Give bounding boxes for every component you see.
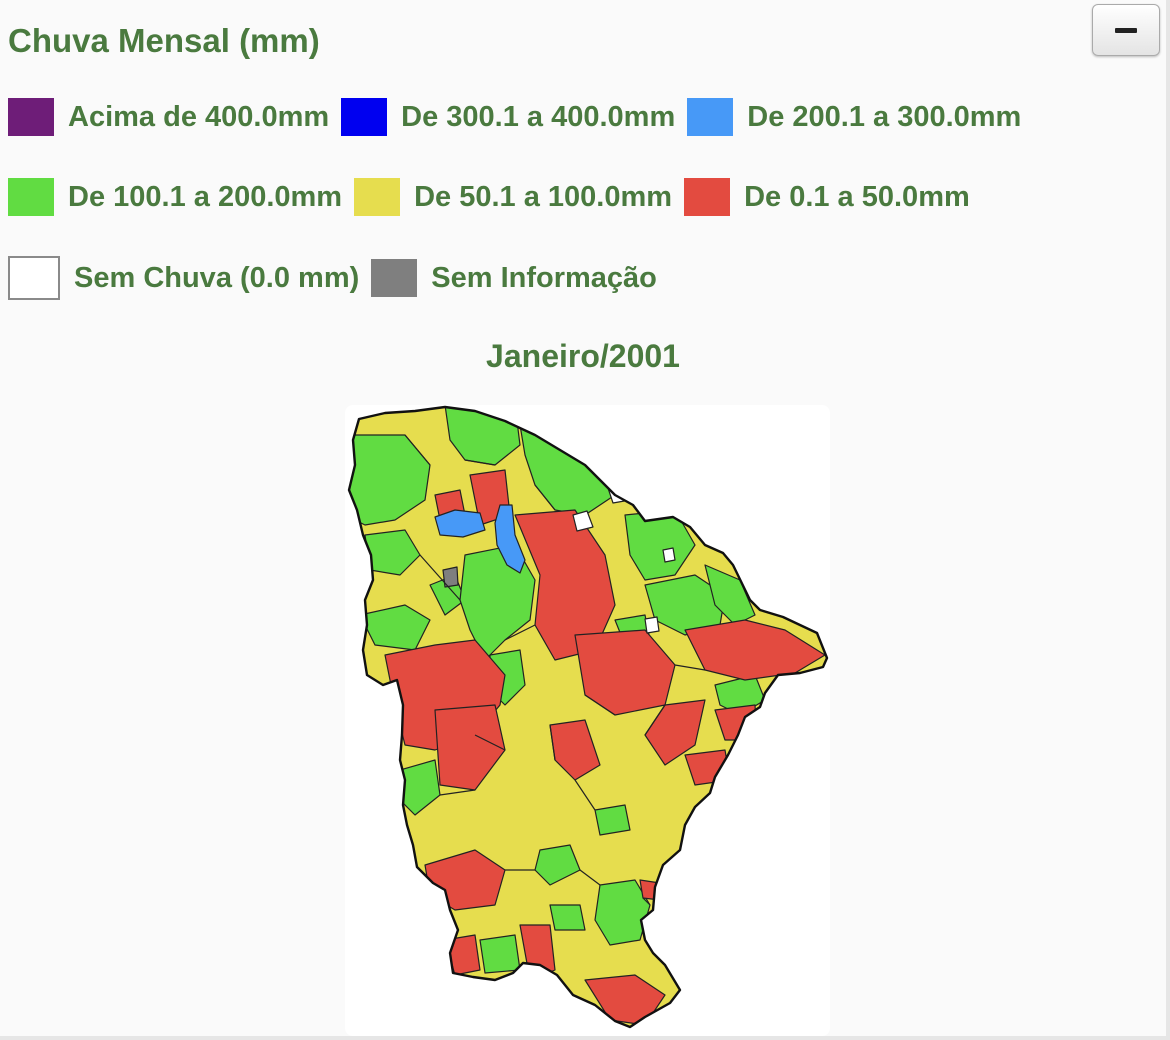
legend-item-200-300: De 200.1 a 300.0mm <box>687 98 1021 136</box>
legend-label: Acima de 400.0mm <box>68 100 330 133</box>
legend-swatch <box>8 178 54 216</box>
map-region <box>434 509 486 538</box>
map-frame <box>345 405 830 1036</box>
map-region <box>434 704 506 791</box>
legend-row-3: Sem Chuva (0.0 mm) Sem Informação <box>8 256 669 300</box>
legend-label: De 200.1 a 300.0mm <box>747 100 1022 133</box>
legend-label: De 50.1 a 100.0mm <box>414 180 673 213</box>
map-border <box>404 434 706 906</box>
map-region <box>594 879 651 946</box>
legend-row-2: De 100.1 a 200.0mm De 50.1 a 100.0mm De … <box>8 178 982 216</box>
map-region <box>549 904 586 931</box>
map-region <box>442 566 459 588</box>
state-outline <box>347 405 829 1029</box>
legend-swatch <box>354 178 401 216</box>
legend-label: De 100.1 a 200.0mm <box>68 180 343 213</box>
map-region <box>572 510 594 532</box>
legend-item-no-info: Sem Informação <box>371 259 657 297</box>
legend-label: Sem Chuva (0.0 mm) <box>74 261 360 294</box>
map-title: Janeiro/2001 <box>486 338 680 374</box>
legend-swatch <box>684 178 731 216</box>
map-region <box>494 504 526 574</box>
collapse-button[interactable] <box>1092 4 1160 56</box>
panel-title: Chuva Mensal (mm) <box>8 22 320 59</box>
map-region <box>359 604 431 651</box>
legend-row-1: Acima de 400.0mm De 300.1 a 400.0mm De 2… <box>8 98 1033 136</box>
legend-swatch <box>8 98 54 136</box>
legend-item-no-rain: Sem Chuva (0.0 mm) <box>8 256 359 300</box>
legend-swatch <box>371 259 418 297</box>
legend-item-0-50: De 0.1 a 50.0mm <box>684 178 970 216</box>
legend-swatch <box>687 98 734 136</box>
map-region <box>662 547 676 563</box>
legend-swatch <box>341 98 388 136</box>
map-region <box>594 804 631 836</box>
ceara-rainfall-map <box>347 405 829 1029</box>
legend-label: De 300.1 a 400.0mm <box>401 100 676 133</box>
legend-swatch <box>8 256 60 300</box>
legend-item-300-400: De 300.1 a 400.0mm <box>341 98 675 136</box>
legend-label: De 0.1 a 50.0mm <box>744 180 970 213</box>
map-region <box>534 844 581 886</box>
legend-label: Sem Informação <box>431 261 657 294</box>
map-region <box>479 934 521 974</box>
minus-icon <box>1115 27 1137 33</box>
legend-item-50-100: De 50.1 a 100.0mm <box>354 178 672 216</box>
map-region <box>644 616 660 634</box>
map-region <box>684 619 826 681</box>
legend-item-above-400: Acima de 400.0mm <box>8 98 329 136</box>
legend-item-100-200: De 100.1 a 200.0mm <box>8 178 342 216</box>
